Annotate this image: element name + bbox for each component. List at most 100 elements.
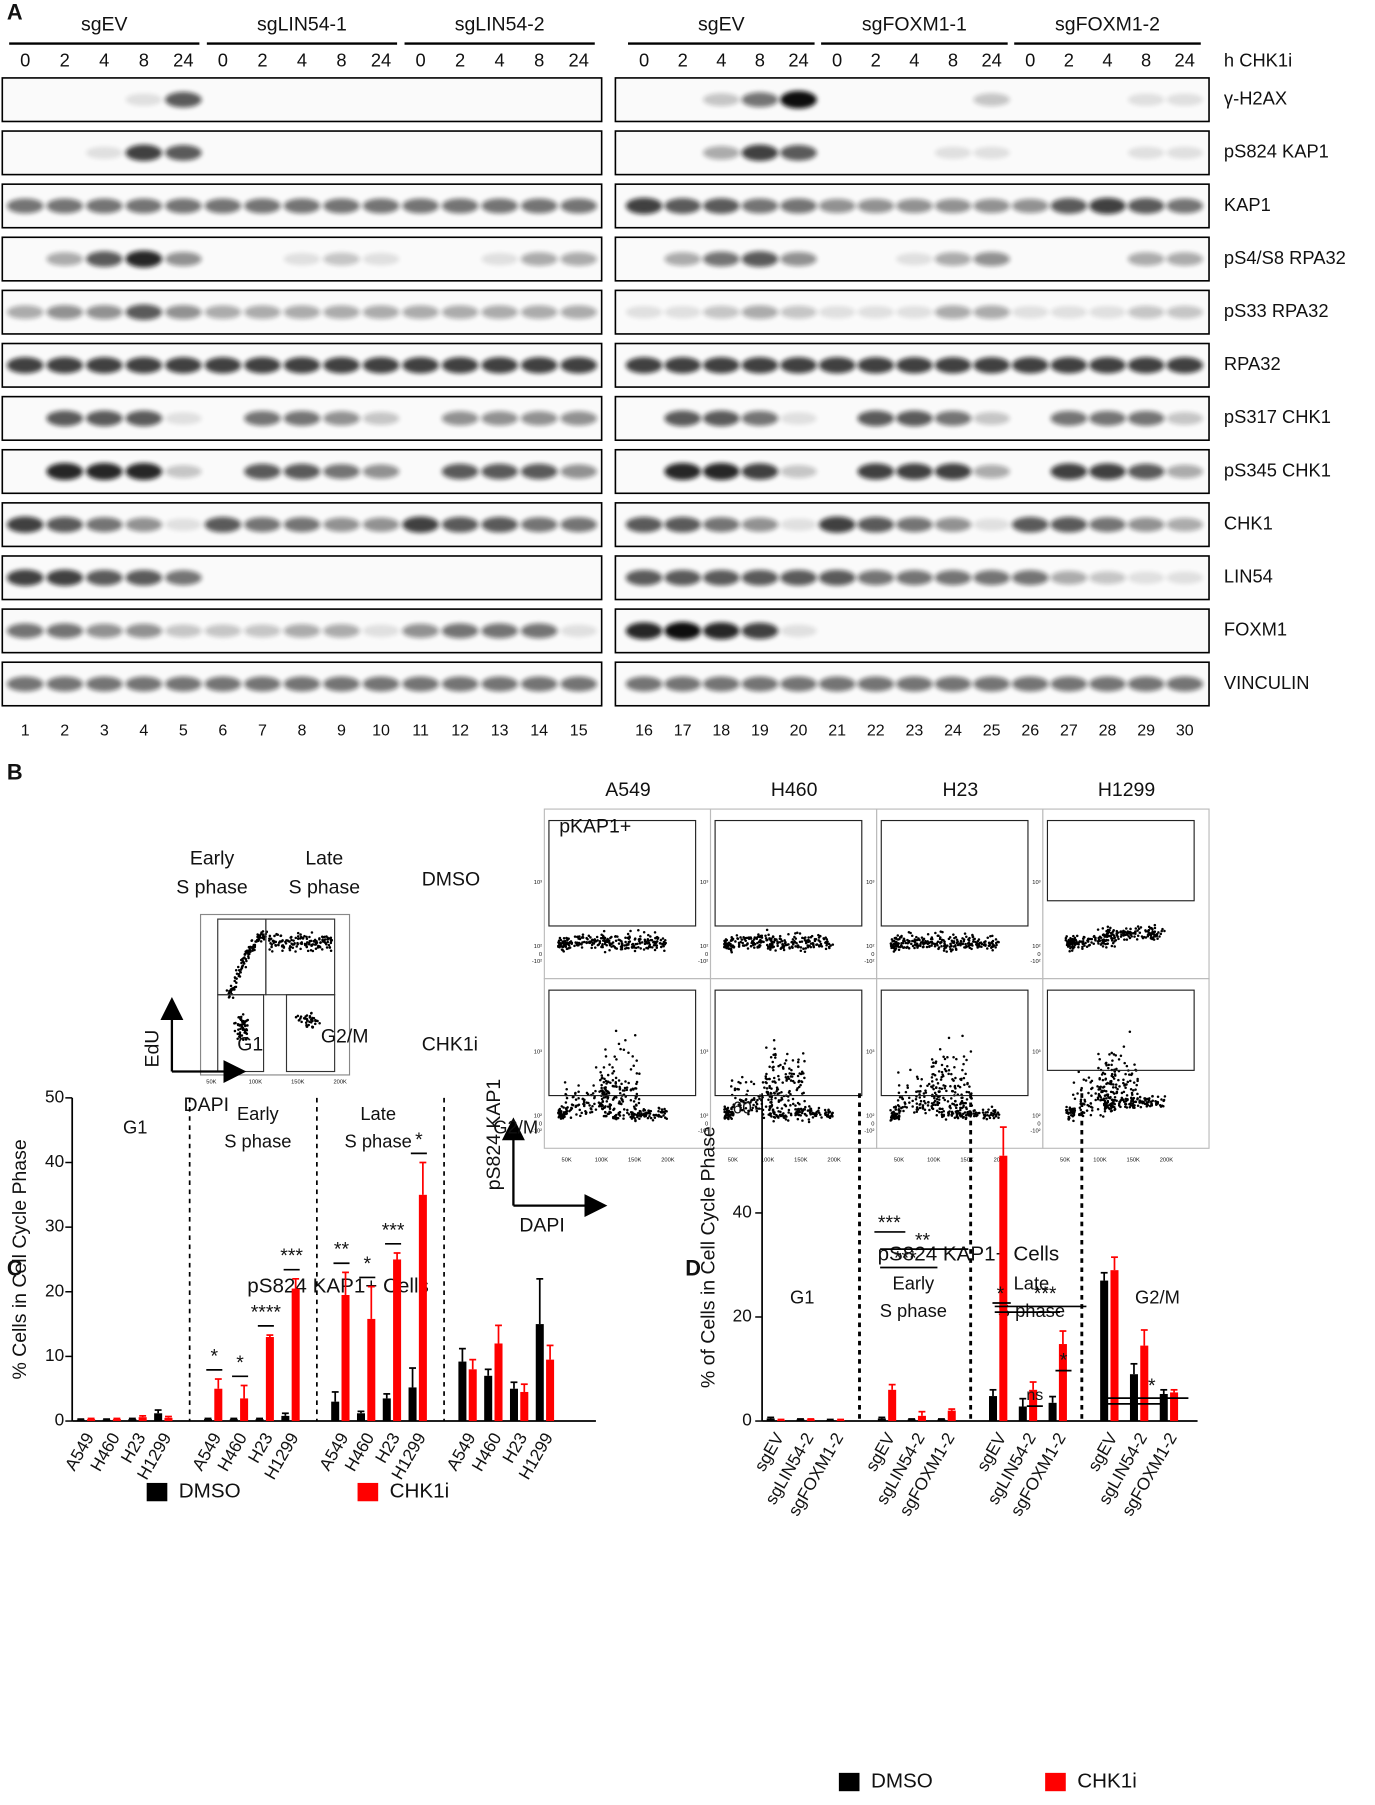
flow-dot (653, 1114, 656, 1117)
flow-dot (787, 943, 790, 946)
flow-dot (592, 1084, 595, 1087)
flow-dot (579, 1115, 582, 1118)
flow-dot (596, 936, 599, 939)
flow-dot (811, 1113, 814, 1116)
flow-dot (935, 942, 938, 945)
flow-dot (898, 1118, 901, 1121)
flow-dot (894, 1105, 897, 1108)
flow-dot (1122, 1079, 1125, 1082)
protein-label: pS33 RPA32 (1224, 300, 1329, 321)
flow-dot (595, 1066, 598, 1069)
flow-dot (1157, 1095, 1160, 1098)
blot-band (481, 411, 518, 425)
flow-dot (986, 1111, 989, 1114)
blot-band (857, 411, 894, 427)
flow-dot (953, 937, 956, 940)
flow-dot (723, 1108, 726, 1111)
flow-dot (1119, 1106, 1122, 1109)
flow-dot (1124, 1073, 1127, 1076)
blot-band (626, 306, 663, 318)
flow-dot (785, 1059, 788, 1062)
bar (878, 1418, 886, 1421)
flow-dot (802, 1052, 805, 1055)
flow-dot (1090, 941, 1093, 944)
flow-dot (1082, 940, 1085, 943)
flow-dot (902, 1110, 905, 1113)
blot-band (1166, 518, 1203, 532)
flow-dot (235, 969, 238, 972)
flow-dot (961, 1100, 964, 1103)
flow-dot (800, 946, 803, 949)
blot-band (402, 198, 439, 213)
bar (240, 1398, 248, 1421)
flow-dot (318, 1022, 321, 1025)
blot-band (703, 517, 740, 532)
flow-dot (788, 946, 791, 949)
flow-dot (305, 936, 308, 939)
flow-dot (639, 947, 642, 950)
flow-dot (612, 1116, 615, 1119)
blot-band (125, 198, 162, 213)
error-bar (948, 1409, 955, 1411)
flow-dot (321, 935, 324, 938)
blot-band (86, 147, 123, 159)
blot-band (973, 570, 1010, 585)
flow-dot (948, 1037, 951, 1040)
flow-dot (1107, 1100, 1110, 1103)
flow-dot (986, 1118, 989, 1121)
blot-band (1166, 412, 1203, 425)
blot-band (165, 465, 202, 478)
flow-dot (1155, 935, 1158, 938)
flow-dot (1127, 1081, 1130, 1084)
flow-dot (965, 1118, 968, 1121)
flow-dot (941, 1071, 944, 1074)
timepoint: 2 (60, 50, 70, 71)
flow-dot (637, 946, 640, 949)
flow-dot (1087, 1092, 1090, 1095)
blot-band (363, 464, 400, 478)
timepoint: 2 (257, 50, 267, 71)
flow-dot (1129, 928, 1132, 931)
flow-dot (987, 1108, 990, 1111)
flow-dot (922, 939, 925, 942)
flow-dot (317, 945, 320, 948)
flow-dot (1097, 942, 1100, 945)
flow-dot (776, 1093, 779, 1096)
flow-dot (972, 1112, 975, 1115)
flow-dot (1101, 1073, 1104, 1076)
flow-dot (609, 937, 612, 940)
flow-dot (937, 1104, 940, 1107)
flow-dot (983, 943, 986, 946)
flow-dot (947, 1100, 950, 1103)
flow-dot (769, 1101, 772, 1104)
flow-dot (746, 942, 749, 945)
flow-dot (797, 1065, 800, 1068)
flow-dot (1069, 1106, 1072, 1109)
flow-dot (599, 940, 602, 943)
flow-dot (1148, 1097, 1151, 1100)
blot-band (857, 677, 894, 692)
flow-dot (1091, 1106, 1094, 1109)
flow-dot (730, 949, 733, 952)
flow-dot (782, 1067, 785, 1070)
blot-band (481, 198, 518, 213)
timepoint: 24 (173, 50, 193, 71)
protein-label: pS4/S8 RPA32 (1224, 247, 1346, 268)
flow-dot (764, 1075, 767, 1078)
flow-dot (603, 1066, 606, 1069)
flow-dot (1102, 1115, 1105, 1118)
flow-dot (748, 936, 751, 939)
flow-dot (916, 945, 919, 948)
blot-band (46, 252, 83, 266)
flow-dot (898, 1105, 901, 1108)
flow-dot (564, 1093, 567, 1096)
blot-band (560, 464, 597, 478)
flow-dot (942, 1055, 945, 1058)
error-bar (547, 1345, 554, 1359)
timepoint: 0 (1025, 50, 1035, 71)
flow-dot (779, 937, 782, 940)
flow-dot (818, 1107, 821, 1110)
flow-dot (639, 935, 642, 938)
lane-number: 29 (1137, 721, 1155, 739)
blot-band (896, 199, 933, 213)
